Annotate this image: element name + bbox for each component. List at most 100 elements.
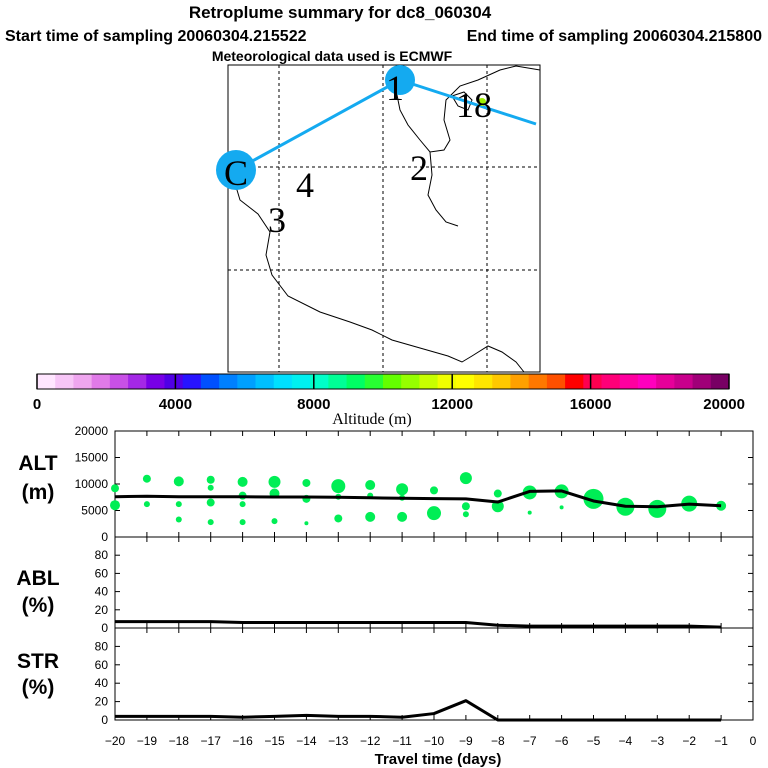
- colorbar-cell: [510, 374, 530, 389]
- day-label-c: C: [224, 153, 248, 193]
- x-tick-label: −19: [137, 734, 158, 748]
- colorbar-tick-label: 0: [33, 396, 41, 413]
- colorbar-cell: [546, 374, 566, 389]
- panel-abl: ABL (%) 0 20 40 60 80: [16, 536, 754, 635]
- y-tick-label: 80: [95, 639, 109, 653]
- colorbar-cell: [565, 374, 584, 389]
- altitude-plume-point: [430, 486, 438, 495]
- trajectory-track: [216, 65, 537, 190]
- colorbar-cell: [401, 374, 420, 389]
- altitude-plume-point: [207, 519, 214, 526]
- y-tick-label: 0: [101, 621, 108, 635]
- altitude-plume-point: [207, 484, 214, 491]
- y-tick-label: 40: [95, 585, 109, 599]
- altitude-plume-point: [334, 514, 343, 523]
- x-tick-label: −4: [619, 734, 633, 748]
- x-tick-label: −5: [587, 734, 601, 748]
- altitude-plume-point: [527, 510, 532, 515]
- x-tick-label: −6: [555, 734, 569, 748]
- altitude-plume-point: [397, 511, 408, 522]
- coastlines: [227, 65, 541, 373]
- altitude-plume-point: [365, 480, 376, 491]
- colorbar-cell: [237, 374, 257, 389]
- altitude-plume-point: [302, 478, 311, 487]
- x-tick-label: −10: [424, 734, 445, 748]
- colorbar-cell: [692, 374, 712, 389]
- colorbar-cell: [474, 374, 493, 389]
- trajectory-map: 1 18 2 4 3 C: [216, 64, 541, 373]
- x-tick-label: −18: [169, 734, 190, 748]
- altitude-plume-point: [142, 474, 151, 483]
- colorbar-cell: [383, 374, 402, 389]
- track-segment-west: [235, 78, 401, 172]
- plume-marker-day18: [478, 98, 486, 106]
- altitude-plume-point: [461, 502, 470, 511]
- y-tick-label: 5000: [81, 504, 108, 518]
- colorbar-cell: [710, 374, 730, 389]
- altitude-plume-point: [110, 500, 120, 511]
- colorbar-tick-labels: 0 4000 8000 12000 16000 20000: [33, 374, 745, 413]
- colorbar-cell: [219, 374, 238, 389]
- y-tick-label: 40: [95, 676, 109, 690]
- end-time-label: End time of sampling 20060304.215800: [467, 28, 762, 45]
- y-tick-label: 20000: [75, 424, 109, 438]
- colorbar-cell: [528, 374, 548, 389]
- altitude-plume-point: [331, 479, 346, 494]
- x-tick-label: −17: [201, 734, 222, 748]
- colorbar-cell: [310, 374, 329, 389]
- colorbar-tick-label: 8000: [297, 396, 330, 413]
- colorbar-cell: [182, 374, 202, 389]
- altitude-plume-point: [648, 499, 667, 518]
- x-tick-label: −13: [328, 734, 349, 748]
- colorbar-cell: [437, 374, 457, 389]
- x-tick-label: −12: [360, 734, 381, 748]
- y-tick-label: 60: [95, 658, 109, 672]
- colorbar-cell: [291, 374, 311, 389]
- altitude-plume-point: [396, 483, 409, 496]
- y-tick-label: 20: [95, 603, 109, 617]
- colorbar-cell: [273, 374, 293, 389]
- x-tick-label: −9: [459, 734, 473, 748]
- altitude-plume-point: [304, 521, 309, 526]
- colorbar-cell: [674, 374, 694, 389]
- colorbar-cell: [128, 374, 147, 389]
- map-frame: [227, 64, 541, 373]
- colorbar-cell: [109, 374, 129, 389]
- day-label-4: 4: [296, 165, 314, 205]
- x-tick-label: −7: [523, 734, 537, 748]
- colorbar-cell: [37, 374, 56, 389]
- y-tick-label: 10000: [75, 477, 109, 491]
- series-line-alt: [114, 489, 722, 509]
- colorbar-cell: [455, 374, 475, 389]
- main-title: Retroplume summary for dc8_060304: [189, 3, 492, 22]
- y-tick-label: 60: [95, 566, 109, 580]
- altitude-plume-point: [271, 518, 278, 525]
- panel-ylabel: ABL: [16, 567, 59, 590]
- colorbar-cell: [200, 374, 220, 389]
- colorbar-cell: [583, 374, 603, 389]
- colorbar-title: Altitude (m): [332, 411, 412, 428]
- altitude-plume-point: [175, 516, 182, 523]
- y-tick-label: 80: [95, 548, 109, 562]
- x-tick-label: −20: [105, 734, 126, 748]
- x-tick-label: −3: [650, 734, 664, 748]
- altitude-plume-point: [559, 505, 564, 510]
- colorbar-cell: [364, 374, 384, 389]
- colorbar-cell: [601, 374, 621, 389]
- plume-marker-west: [216, 150, 256, 190]
- colorbar-cell: [255, 374, 275, 389]
- colorbar-cell: [55, 374, 74, 389]
- panel-ylabel: (m): [22, 481, 55, 504]
- colorbar-cell: [637, 374, 657, 389]
- x-tick-label: −1: [714, 734, 728, 748]
- y-tick-label: 20: [95, 695, 109, 709]
- x-tick-label: −14: [296, 734, 317, 748]
- map-day-labels: 1 18 2 4 3 C: [224, 68, 492, 240]
- time-series-panels: ALT (m) 0 5000 10000 15000 20000 ABL (%) 0 20 40 60 8…: [16, 424, 756, 768]
- panel-frame: [114, 536, 754, 629]
- x-tick-label: −15: [264, 734, 285, 748]
- panel-frame: [114, 627, 754, 721]
- altitude-plume-point: [427, 506, 441, 521]
